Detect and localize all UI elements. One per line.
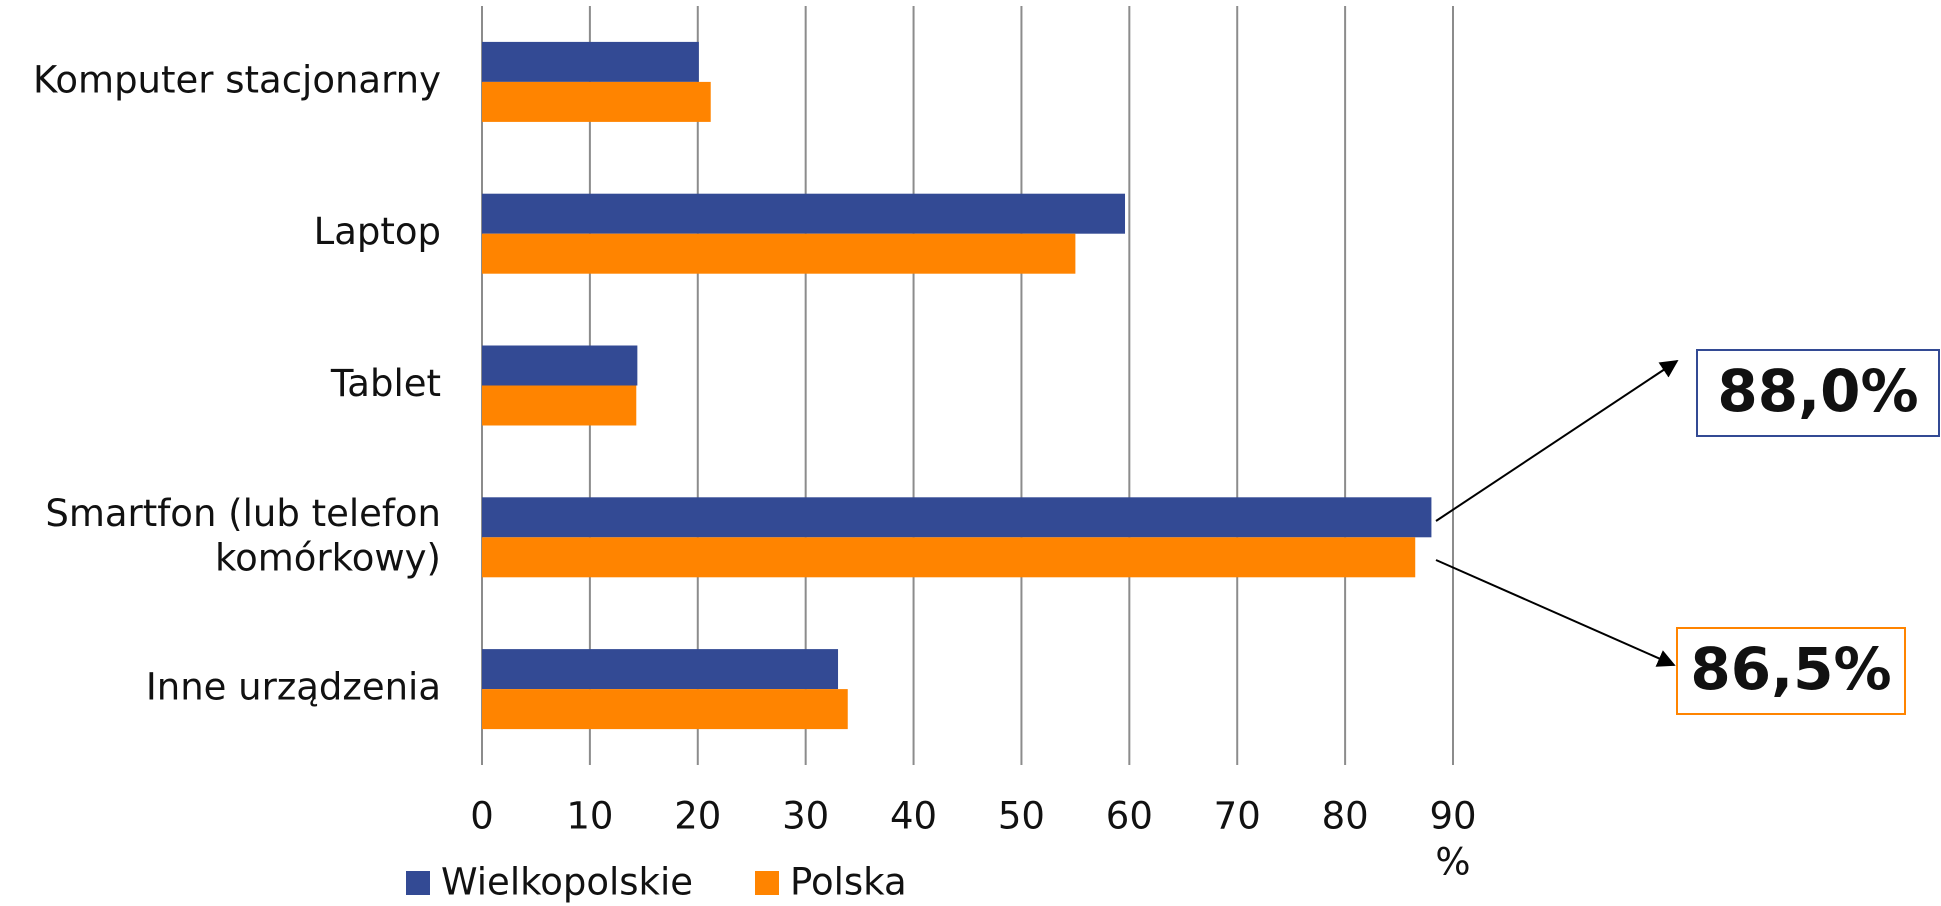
x-tick-label: 80	[1322, 795, 1369, 838]
x-tick-label: 90	[1429, 795, 1476, 838]
bar	[482, 193, 1126, 234]
bar	[482, 689, 848, 730]
bar	[482, 497, 1432, 538]
bar	[482, 385, 637, 426]
legend-swatch	[406, 871, 430, 895]
x-tick-label: 10	[566, 795, 613, 838]
x-tick-label: 60	[1106, 795, 1153, 838]
x-tick-label: 70	[1214, 795, 1261, 838]
x-tick-label: 30	[782, 795, 829, 838]
annotation-arrow	[1435, 360, 1679, 522]
x-tick-label: 0	[470, 795, 494, 838]
y-tick-label: Smartfon (lub telefon komórkowy)	[45, 492, 441, 579]
annotation-box	[1696, 349, 1940, 437]
bar	[482, 537, 1416, 578]
x-tick-label: 50	[998, 795, 1045, 838]
bar	[482, 649, 839, 690]
y-tick-label: Komputer stacjonarny	[33, 58, 441, 101]
bar	[482, 41, 699, 82]
data-label: 86,5%	[1690, 635, 1891, 703]
legend-label: Polska	[790, 861, 907, 904]
bar	[482, 81, 711, 122]
y-tick-label: Laptop	[314, 210, 441, 253]
data-label: 88,0%	[1717, 357, 1918, 425]
y-tick-label: Inne urządzenia	[146, 666, 441, 709]
annotation-arrow	[1435, 559, 1676, 667]
legend-swatch	[755, 871, 779, 895]
x-axis-label: %	[1435, 841, 1470, 884]
x-tick-label: 20	[674, 795, 721, 838]
y-tick-label: Tablet	[330, 362, 441, 405]
bar	[482, 233, 1076, 274]
x-tick-label: 40	[890, 795, 937, 838]
annotation-box	[1676, 627, 1906, 715]
legend-label: Wielkopolskie	[441, 861, 693, 904]
bar	[482, 345, 638, 386]
